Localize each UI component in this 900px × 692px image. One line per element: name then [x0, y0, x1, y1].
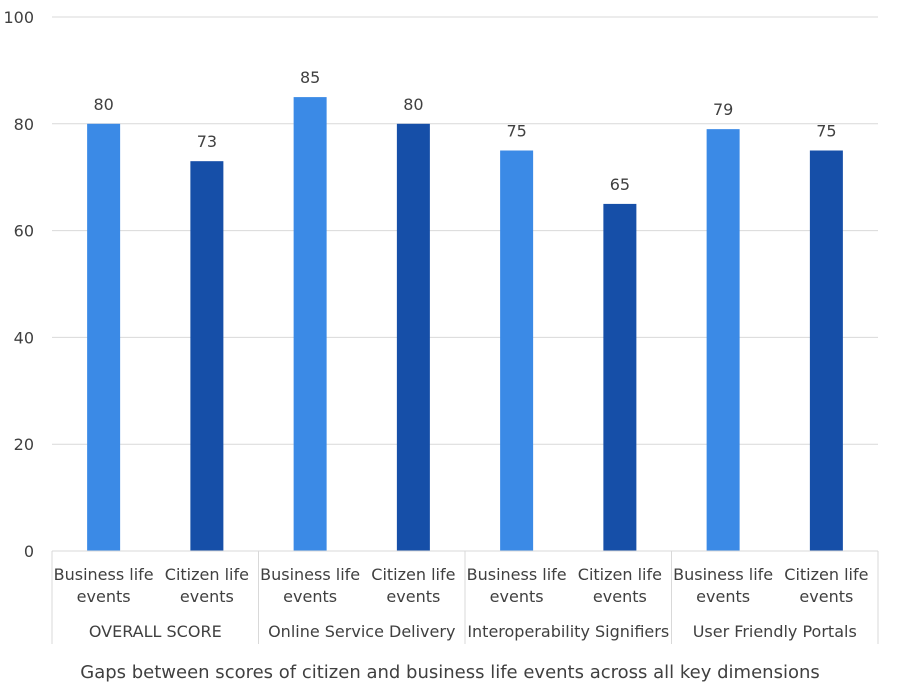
- bar: [396, 123, 430, 552]
- x-category-label: Citizen life events: [578, 565, 662, 606]
- y-tick-label: 100: [3, 8, 34, 27]
- bar: [87, 123, 121, 552]
- y-axis-ticks: 0 20 40 60 80 100: [3, 8, 34, 561]
- x-axis: Business life events Citizen life events Bus…: [51, 550, 879, 644]
- bar: [500, 150, 534, 551]
- data-label: 80: [93, 95, 113, 114]
- bar: [190, 161, 224, 551]
- x-category-label: Citizen life events: [784, 565, 868, 606]
- bars: [87, 97, 843, 552]
- gridlines: [52, 16, 878, 552]
- bar-chart: 0 20 40 60 80 100 80 73 85 80 75 65 79 75 Business l…: [3, 8, 879, 644]
- y-tick-label: 0: [24, 542, 34, 561]
- data-label: 75: [506, 122, 526, 141]
- data-label: 85: [300, 68, 320, 87]
- data-labels: 80 73 85 80 75 65 79 75: [93, 68, 836, 194]
- x-category-label: Business life events: [467, 565, 567, 606]
- x-category-label: Business life events: [54, 565, 154, 606]
- bar: [809, 150, 843, 551]
- x-group-label: User Friendly Portals: [693, 622, 857, 641]
- bar: [293, 97, 327, 551]
- data-label: 75: [816, 122, 836, 141]
- x-category-label: Business life events: [673, 565, 773, 606]
- data-label: 73: [197, 132, 217, 151]
- x-group-label: Interoperability Signifiers: [467, 622, 669, 641]
- x-category-label: Citizen life events: [371, 565, 455, 606]
- bar: [706, 129, 740, 551]
- x-group-label: OVERALL SCORE: [89, 622, 222, 641]
- x-category-label: Business life events: [260, 565, 360, 606]
- x-category-label: Citizen life events: [165, 565, 249, 606]
- y-tick-label: 40: [14, 328, 34, 347]
- data-label: 79: [713, 100, 733, 119]
- y-tick-label: 20: [14, 435, 34, 454]
- chart-caption: Gaps between scores of citizen and busin…: [80, 662, 820, 683]
- data-label: 80: [403, 95, 423, 114]
- y-tick-label: 60: [14, 222, 34, 241]
- x-group-label: Online Service Delivery: [268, 622, 455, 641]
- bar: [603, 203, 637, 551]
- y-tick-label: 80: [14, 115, 34, 134]
- data-label: 65: [610, 175, 630, 194]
